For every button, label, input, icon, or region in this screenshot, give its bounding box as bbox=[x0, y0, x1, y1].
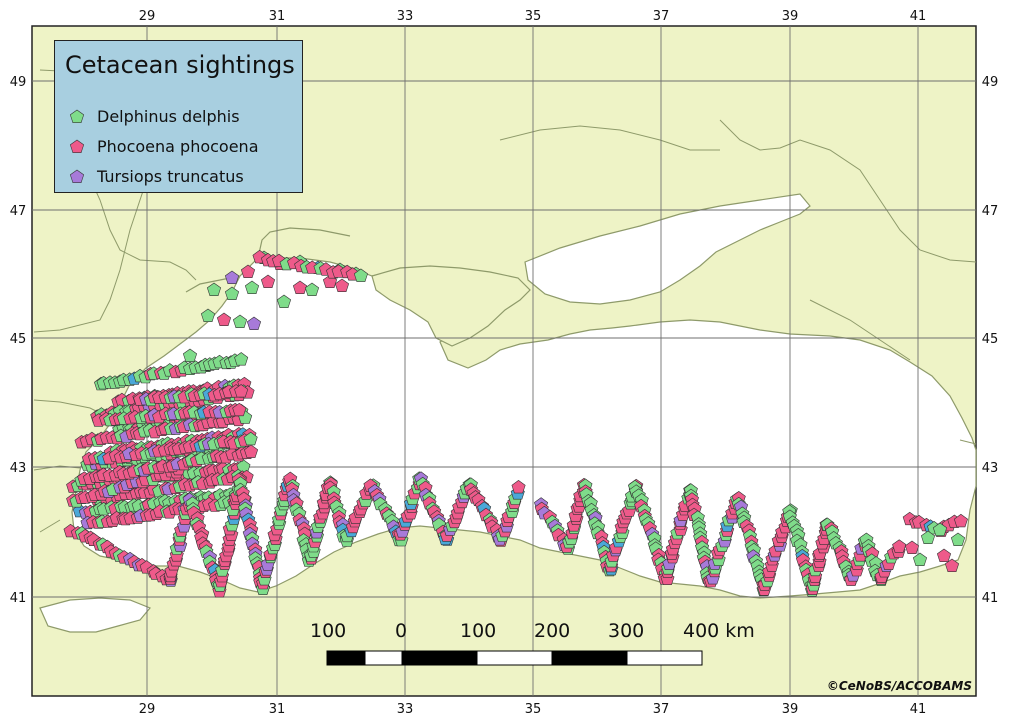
lon-tick-top: 29 bbox=[139, 9, 156, 24]
sea-of-azov bbox=[524, 193, 811, 305]
lat-tick-left: 41 bbox=[10, 591, 27, 606]
legend-label-delphinus: Delphinus delphis bbox=[97, 107, 240, 126]
sighting-marker bbox=[334, 278, 350, 293]
lon-tick-top: 35 bbox=[525, 9, 542, 24]
scale-label-400-km: 400 km bbox=[683, 620, 755, 642]
pentagon-icon bbox=[69, 109, 85, 123]
sighting-marker bbox=[216, 312, 232, 327]
legend-item-tursiops: Tursiops truncatus bbox=[69, 167, 244, 186]
lon-tick-bottom: 33 bbox=[397, 702, 414, 717]
sighting-marker bbox=[892, 539, 907, 553]
legend-item-phocoena: Phocoena phocoena bbox=[69, 137, 259, 156]
pentagon-icon bbox=[69, 169, 85, 183]
legend: Cetacean sightings Delphinus delphis Pho… bbox=[54, 40, 303, 193]
lon-tick-bottom: 39 bbox=[782, 702, 799, 717]
lon-tick-bottom: 35 bbox=[525, 702, 542, 717]
lon-tick-bottom: 29 bbox=[139, 702, 156, 717]
tick-labels: 29 29 31 31 33 33 35 35 37 37 39 39 41 41 49 49 47 47 45 45… bbox=[10, 9, 999, 717]
sighting-marker bbox=[953, 513, 968, 528]
lon-tick-bottom: 31 bbox=[269, 702, 286, 717]
sighting-marker bbox=[353, 268, 368, 282]
lat-tick-left: 43 bbox=[10, 461, 27, 476]
sighting-marker bbox=[936, 548, 952, 563]
lon-tick-top: 37 bbox=[653, 9, 670, 24]
scale-label-100: 100 bbox=[460, 620, 497, 642]
scale-segment-3 bbox=[401, 650, 478, 666]
sighting-marker bbox=[200, 308, 216, 323]
lat-tick-left: 49 bbox=[10, 75, 27, 90]
scale-segment-6 bbox=[626, 650, 703, 666]
lon-tick-bottom: 37 bbox=[653, 702, 670, 717]
sighting-marker bbox=[224, 286, 240, 301]
lat-tick-right: 49 bbox=[982, 75, 999, 90]
scale-label-300: 300 bbox=[608, 620, 645, 642]
sighting-marker bbox=[292, 280, 308, 295]
lat-tick-right: 43 bbox=[982, 461, 999, 476]
sighting-marker bbox=[932, 522, 948, 537]
sighting-marker bbox=[234, 384, 249, 398]
lat-tick-right: 47 bbox=[982, 204, 999, 219]
sea-of-marmara bbox=[39, 597, 151, 633]
sighting-marker bbox=[260, 274, 276, 289]
legend-label-tursiops: Tursiops truncatus bbox=[97, 167, 244, 186]
sighting-marker bbox=[232, 402, 247, 417]
sighting-marker bbox=[304, 282, 320, 297]
sighting-marker bbox=[920, 530, 936, 545]
sighting-marker bbox=[206, 282, 222, 297]
lon-tick-top: 31 bbox=[269, 9, 286, 24]
scale-segment-5 bbox=[551, 650, 628, 666]
pentagon-icon bbox=[69, 139, 85, 153]
sighting-marker bbox=[182, 348, 198, 363]
scale-segment-1 bbox=[326, 650, 366, 666]
sighting-marker bbox=[232, 314, 248, 329]
lon-tick-bottom: 41 bbox=[910, 702, 927, 717]
sighting-marker bbox=[944, 558, 960, 573]
sighting-marker bbox=[224, 270, 240, 285]
sighting-marker bbox=[950, 532, 966, 547]
lat-tick-left: 45 bbox=[10, 332, 27, 347]
sighting-marker bbox=[904, 540, 920, 555]
scale-segment-2 bbox=[364, 650, 403, 666]
crimea bbox=[371, 265, 531, 347]
scale-label-100-left: 100 bbox=[310, 620, 347, 642]
sighting-marker bbox=[244, 444, 259, 458]
lon-tick-top: 33 bbox=[397, 9, 414, 24]
sightings-layer bbox=[63, 249, 968, 598]
scale-segment-4 bbox=[476, 650, 553, 666]
sighting-marker bbox=[243, 431, 258, 446]
lat-tick-right: 45 bbox=[982, 332, 999, 347]
sighting-marker bbox=[244, 280, 260, 295]
sighting-marker bbox=[912, 552, 928, 567]
scale-label-200: 200 bbox=[534, 620, 571, 642]
credit: ©CeNoBS/ACCOBAMS bbox=[826, 679, 972, 693]
legend-title: Cetacean sightings bbox=[65, 51, 295, 79]
sighting-marker bbox=[234, 352, 249, 366]
sighting-marker bbox=[511, 480, 526, 494]
lat-tick-right: 41 bbox=[982, 591, 999, 606]
sighting-marker bbox=[240, 264, 256, 279]
sighting-marker bbox=[276, 294, 292, 309]
lon-tick-top: 41 bbox=[910, 9, 927, 24]
lat-tick-left: 47 bbox=[10, 204, 27, 219]
lon-tick-top: 39 bbox=[782, 9, 799, 24]
legend-item-delphinus: Delphinus delphis bbox=[69, 107, 240, 126]
scale-bar bbox=[326, 650, 703, 666]
sighting-marker bbox=[246, 316, 262, 331]
legend-label-phocoena: Phocoena phocoena bbox=[97, 137, 259, 156]
scale-label-0: 0 bbox=[395, 620, 408, 642]
